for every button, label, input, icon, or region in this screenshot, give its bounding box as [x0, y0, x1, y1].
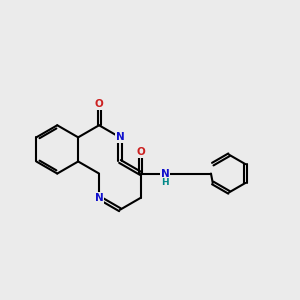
Text: H: H [161, 178, 169, 187]
Text: O: O [95, 99, 103, 109]
Text: O: O [136, 147, 145, 158]
Text: N: N [116, 132, 124, 142]
Text: N: N [161, 169, 170, 178]
Text: N: N [95, 193, 103, 203]
